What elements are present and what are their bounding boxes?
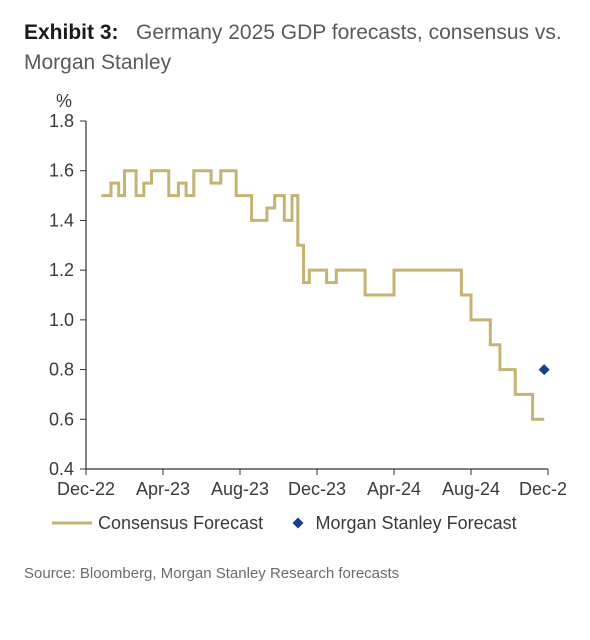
svg-text:0.8: 0.8 — [49, 359, 74, 379]
svg-text:1.4: 1.4 — [49, 210, 74, 230]
svg-text:1.8: 1.8 — [49, 111, 74, 131]
source-line: Source: Bloomberg, Morgan Stanley Resear… — [24, 565, 566, 582]
exhibit-title: Exhibit 3: Germany 2025 GDP forecasts, c… — [24, 18, 566, 79]
exhibit-container: Exhibit 3: Germany 2025 GDP forecasts, c… — [0, 0, 590, 592]
chart: % 0.4 0.6 0.8 1.0 1.2 1.4 1.6 1.8 Dec-22 Apr-23 Aug… — [24, 85, 566, 555]
svg-text:%: % — [56, 91, 72, 111]
svg-text:0.4: 0.4 — [49, 459, 74, 479]
svg-text:Dec-23: Dec-23 — [288, 479, 346, 499]
svg-text:1.6: 1.6 — [49, 161, 74, 181]
svg-text:Dec-22: Dec-22 — [57, 479, 115, 499]
svg-text:Apr-23: Apr-23 — [136, 479, 190, 499]
svg-text:Apr-24: Apr-24 — [367, 479, 421, 499]
svg-text:0.6: 0.6 — [49, 409, 74, 429]
svg-text:Aug-24: Aug-24 — [442, 479, 500, 499]
svg-text:Dec-24: Dec-24 — [519, 479, 566, 499]
svg-text:Morgan Stanley Forecast: Morgan Stanley Forecast — [316, 513, 517, 533]
svg-text:Consensus Forecast: Consensus Forecast — [98, 513, 263, 533]
svg-text:Aug-23: Aug-23 — [211, 479, 269, 499]
chart-svg: % 0.4 0.6 0.8 1.0 1.2 1.4 1.6 1.8 Dec-22 Apr-23 Aug… — [24, 85, 566, 555]
exhibit-label: Exhibit 3: — [24, 21, 119, 44]
svg-text:1.2: 1.2 — [49, 260, 74, 280]
svg-text:1.0: 1.0 — [49, 310, 74, 330]
